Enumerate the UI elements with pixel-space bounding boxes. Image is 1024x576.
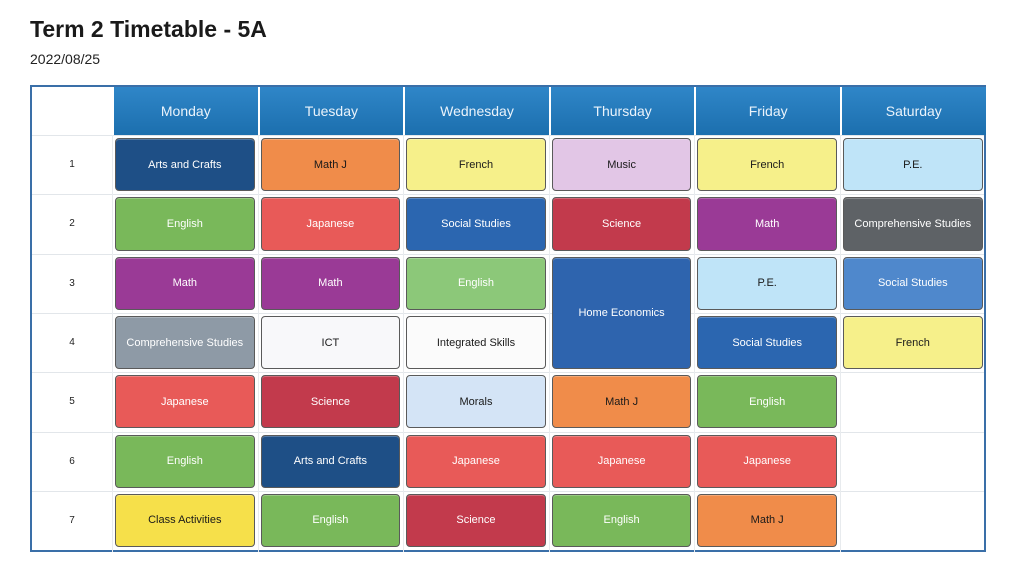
class-cell-french[interactable]: French (843, 315, 983, 370)
timetable-grid: Monday Tuesday Wednesday Thursday Friday Satu… (30, 85, 986, 552)
class-cell-english[interactable]: English (406, 256, 546, 310)
class-cell-french[interactable]: French (697, 138, 837, 192)
day-header-saturday: Saturday (840, 87, 986, 135)
period-label-2: 2 (69, 218, 75, 230)
class-cell-japanese[interactable]: Japanese (551, 434, 692, 488)
column-divider (694, 135, 696, 552)
class-cell-english[interactable]: English (115, 434, 255, 488)
class-cell-social-studies[interactable]: Social Studies (843, 256, 983, 310)
timetable-date: 2022/08/25 (30, 51, 101, 67)
day-header-tuesday: Tuesday (257, 87, 404, 135)
period-label-5: 5 (69, 396, 75, 408)
column-divider (257, 135, 259, 552)
column-divider (840, 135, 841, 552)
row-divider (32, 490, 984, 492)
class-cell-comprehensive-studies[interactable]: Comprehensive Studies (843, 197, 983, 251)
class-cell-science[interactable]: Science (406, 493, 546, 548)
class-cell-social-studies[interactable]: Social Studies (406, 197, 546, 251)
class-cell-comprehensive-studies[interactable]: Comprehensive Studies (115, 315, 255, 370)
class-cell-p-e[interactable]: P.E. (697, 256, 837, 310)
class-cell-english[interactable]: English (260, 493, 401, 548)
row-divider (32, 253, 984, 255)
row-divider (32, 194, 984, 196)
class-cell-english[interactable]: English (551, 493, 692, 548)
class-cell-math-j[interactable]: Math J (551, 375, 692, 429)
class-cell-science[interactable]: Science (551, 197, 692, 251)
class-cell-p-e[interactable]: P.E. (843, 138, 983, 192)
class-cell-integrated-skills[interactable]: Integrated Skills (406, 315, 546, 370)
class-cell-japanese[interactable]: Japanese (406, 434, 546, 488)
class-cell-class-activities[interactable]: Class Activities (115, 493, 255, 548)
day-header-friday: Friday (694, 87, 840, 135)
class-cell-morals[interactable]: Morals (406, 375, 546, 429)
period-label-7: 7 (69, 514, 75, 526)
class-cell-home-economics[interactable]: Home Economics (551, 256, 692, 370)
class-cell-math[interactable]: Math (115, 256, 255, 310)
row-divider (32, 431, 984, 433)
period-label-6: 6 (69, 455, 75, 467)
class-cell-english[interactable]: English (697, 375, 837, 429)
class-cell-arts-and-crafts[interactable]: Arts and Crafts (260, 434, 401, 488)
class-cell-math-j[interactable]: Math J (697, 493, 837, 548)
row-divider (32, 372, 984, 374)
column-divider (548, 135, 550, 552)
period-label-1: 1 (69, 159, 75, 171)
class-cell-science[interactable]: Science (260, 375, 401, 429)
class-cell-math-j[interactable]: Math J (260, 138, 401, 192)
period-label-4: 4 (69, 337, 75, 349)
column-divider (403, 135, 405, 552)
row-divider (32, 135, 984, 136)
class-cell-japanese[interactable]: Japanese (115, 375, 255, 429)
row-divider (32, 312, 984, 314)
class-cell-social-studies[interactable]: Social Studies (697, 315, 837, 370)
class-cell-japanese[interactable]: Japanese (260, 197, 401, 251)
class-cell-ict[interactable]: ICT (260, 315, 401, 370)
class-cell-math[interactable]: Math (260, 256, 401, 310)
day-header-monday: Monday (112, 87, 258, 135)
class-cell-arts-and-crafts[interactable]: Arts and Crafts (115, 138, 255, 192)
class-cell-english[interactable]: English (115, 197, 255, 251)
day-header-thursday: Thursday (548, 87, 695, 135)
class-cell-music[interactable]: Music (551, 138, 692, 192)
header-corner (32, 87, 112, 135)
class-cell-japanese[interactable]: Japanese (697, 434, 837, 488)
class-cell-french[interactable]: French (406, 138, 546, 192)
page-title: Term 2 Timetable - 5A (30, 16, 267, 42)
day-header-wednesday: Wednesday (403, 87, 549, 135)
column-divider (112, 135, 113, 552)
period-label-3: 3 (69, 277, 75, 289)
class-cell-math[interactable]: Math (697, 197, 837, 251)
